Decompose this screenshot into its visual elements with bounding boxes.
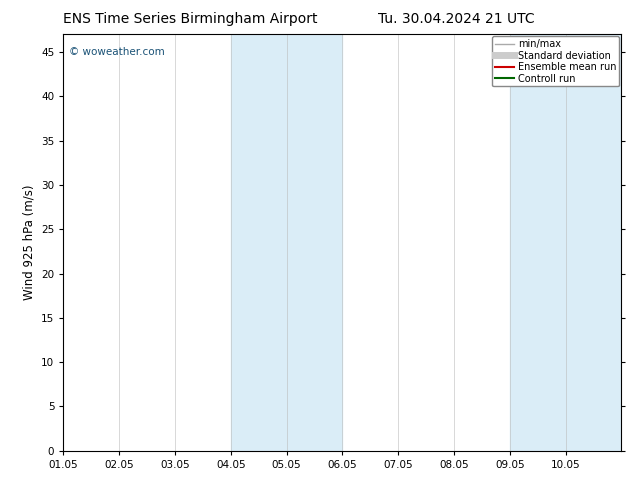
- Bar: [231, 34, 287, 451]
- Text: © woweather.com: © woweather.com: [69, 47, 165, 57]
- Y-axis label: Wind 925 hPa (m/s): Wind 925 hPa (m/s): [23, 185, 36, 300]
- Legend: min/max, Standard deviation, Ensemble mean run, Controll run: min/max, Standard deviation, Ensemble me…: [492, 36, 619, 86]
- Text: Tu. 30.04.2024 21 UTC: Tu. 30.04.2024 21 UTC: [378, 12, 535, 26]
- Bar: [287, 34, 342, 451]
- Text: ENS Time Series Birmingham Airport: ENS Time Series Birmingham Airport: [63, 12, 318, 26]
- Bar: [566, 34, 621, 451]
- Bar: [510, 34, 566, 451]
